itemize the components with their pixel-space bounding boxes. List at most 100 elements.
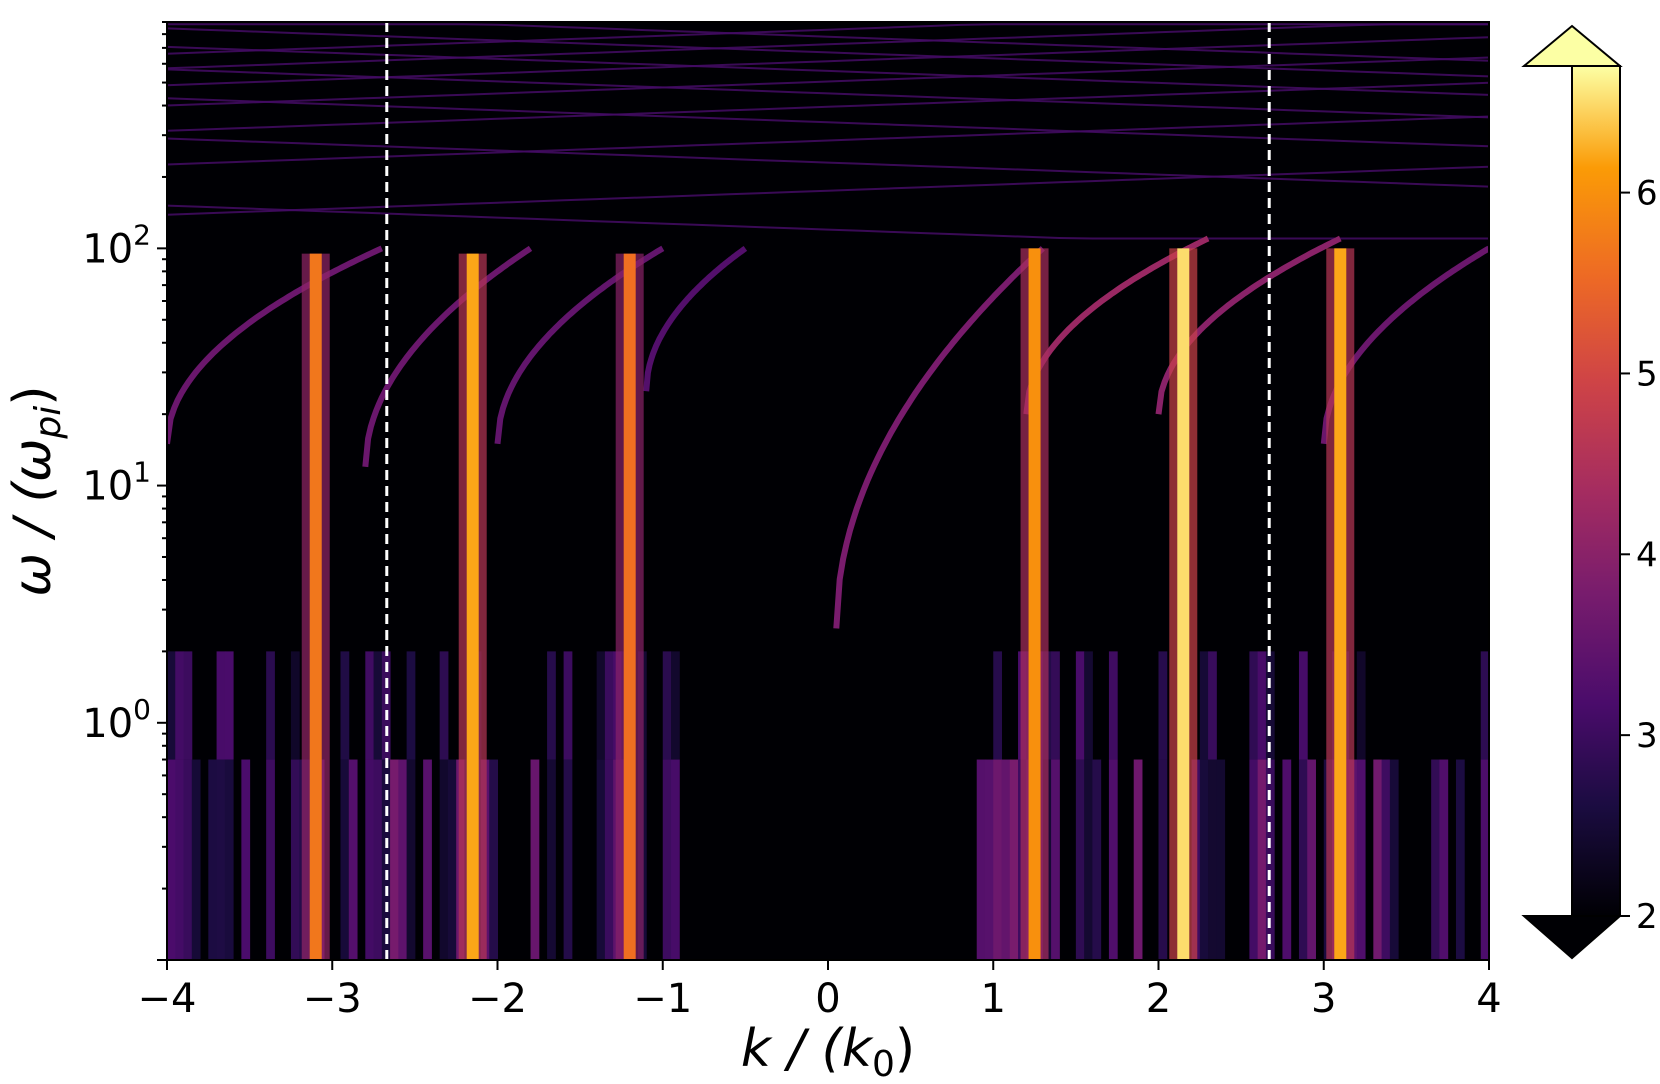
noise-cell — [348, 759, 358, 960]
x-tick-label: 0 — [815, 976, 840, 1022]
noise-cell — [1356, 759, 1366, 960]
y-tick-label: 102 — [82, 218, 151, 272]
noise-cell — [167, 651, 176, 760]
y-tick-base: 10 — [82, 226, 133, 272]
noise-cell — [398, 759, 408, 960]
streak — [466, 253, 479, 960]
heatmap-cells — [167, 23, 1489, 960]
x-axis-label-close: ) — [895, 1019, 915, 1079]
noise-cell — [191, 759, 201, 960]
noise-cell — [439, 651, 449, 760]
y-tick-exponent: 1 — [133, 456, 151, 489]
y-axis-label: ω / (ωpi) — [3, 385, 69, 596]
noise-cell — [1108, 651, 1118, 760]
noise-cell — [423, 759, 432, 960]
streak — [309, 253, 322, 960]
plot-area — [166, 21, 1490, 961]
noise-cell — [175, 759, 185, 960]
noise-cell — [447, 759, 457, 960]
noise-cell — [1133, 759, 1143, 960]
noise-cell — [662, 759, 672, 960]
noise-cell — [671, 759, 680, 960]
hf-branch-line — [167, 56, 1489, 107]
noise-cell — [1389, 759, 1399, 960]
hf-branch-line — [167, 137, 1489, 188]
noise-cell — [1051, 651, 1060, 760]
noise-cell — [604, 651, 614, 760]
y-axis-label-sub: pi — [28, 406, 69, 440]
noise-cell — [1075, 651, 1085, 760]
noise-cell — [530, 759, 540, 960]
noise-cell — [1480, 759, 1489, 960]
noise-cell — [167, 759, 176, 960]
noise-cell — [1373, 759, 1383, 960]
noise-cell — [183, 759, 193, 960]
noise-cell — [365, 759, 375, 960]
noise-cell — [390, 759, 399, 960]
noise-cell — [1439, 759, 1449, 960]
noise-cell — [175, 651, 185, 760]
noise-cell — [1084, 651, 1093, 760]
colorbar-tick-label: 4 — [1636, 535, 1658, 575]
noise-cell — [1381, 759, 1391, 960]
y-tick-exponent: 2 — [133, 218, 151, 251]
noise-cell — [984, 759, 994, 960]
noise-cell — [1084, 759, 1093, 960]
colorbar: 2 3 4 5 6 — [1521, 24, 1658, 960]
dispersion-branch — [362, 245, 533, 468]
noise-cell — [183, 651, 193, 760]
y-axis-label-main: ω / (ω — [3, 439, 63, 597]
noise-cell — [1455, 759, 1465, 960]
noise-cell — [340, 759, 350, 960]
colorbar-tick-label: 3 — [1636, 716, 1658, 756]
noise-cell — [406, 651, 416, 760]
noise-cell — [489, 759, 498, 960]
noise-cell — [563, 759, 573, 960]
y-tick-label: 100 — [82, 693, 151, 747]
x-tick-label: 2 — [1146, 976, 1171, 1022]
noise-cell — [1431, 759, 1440, 960]
noise-cell — [976, 759, 986, 960]
dashed-lines — [385, 22, 1271, 960]
noise-cell — [1108, 759, 1118, 960]
noise-cell — [290, 651, 300, 760]
noise-cell — [241, 759, 251, 960]
noise-cell — [1298, 651, 1308, 760]
noise-cell — [381, 651, 391, 760]
noise-cell — [1158, 651, 1168, 760]
colorbar-tick-label: 6 — [1636, 174, 1658, 214]
y-tick-label: 101 — [82, 456, 151, 510]
dispersion-branch — [643, 245, 748, 392]
noise-cell — [671, 651, 680, 760]
noise-cell — [1051, 759, 1060, 960]
noise-cell — [439, 759, 449, 960]
dispersion-branch — [833, 246, 1045, 629]
noise-cell — [1257, 759, 1267, 960]
noise-cell — [266, 651, 275, 760]
streak — [1177, 248, 1190, 960]
colorbar-tick-label: 5 — [1636, 354, 1658, 394]
noise-cell — [604, 759, 614, 960]
y-tick-base: 10 — [82, 701, 133, 747]
noise-cell — [373, 651, 383, 760]
noise-cell — [216, 759, 226, 960]
noise-cell — [1307, 759, 1316, 960]
noise-cell — [406, 759, 416, 960]
noise-cell — [547, 759, 556, 960]
noise-cell — [1199, 759, 1209, 960]
noise-cell — [993, 759, 1003, 960]
noise-cell — [208, 759, 218, 960]
x-axis: −4 −3 −2 −1 0 1 2 3 4 — [138, 960, 1502, 1022]
streak — [1334, 248, 1347, 960]
noise-cell — [1216, 759, 1226, 960]
colorbar-body — [1571, 65, 1621, 917]
colorbar-extend-top — [1521, 24, 1623, 67]
noise-cell — [224, 759, 234, 960]
noise-cell — [1249, 651, 1259, 760]
noise-cell — [662, 651, 672, 760]
noise-cell — [224, 651, 234, 760]
x-tick-label: 3 — [1311, 976, 1336, 1022]
noise-cell — [1075, 759, 1085, 960]
streak — [623, 253, 636, 960]
noise-cell — [1199, 651, 1209, 760]
